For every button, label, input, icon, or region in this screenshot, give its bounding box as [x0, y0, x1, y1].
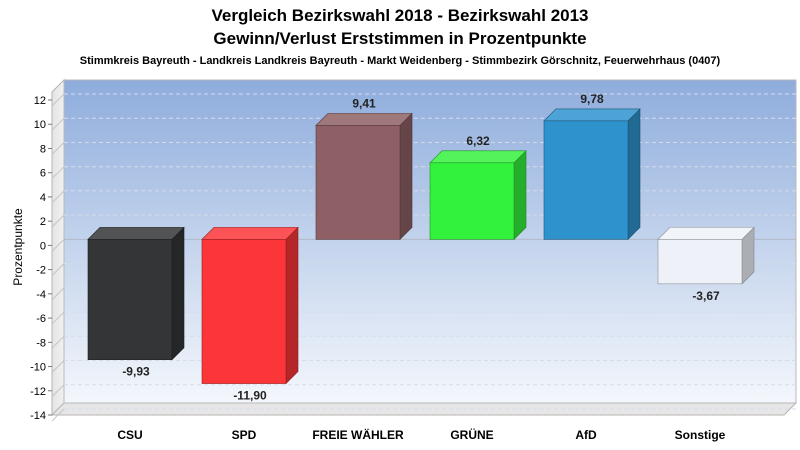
y-tick-label: 8: [40, 143, 46, 155]
grid-line: [51, 408, 65, 422]
bar-front: [543, 120, 629, 240]
bar-side: [285, 226, 299, 385]
bar-top: [657, 227, 755, 240]
y-tick-label: -6: [36, 313, 46, 325]
bar-spd: [201, 226, 299, 385]
y-tick-label: 10: [34, 119, 46, 131]
grid-line: [51, 93, 65, 107]
y-tick-label: 2: [40, 216, 46, 228]
chart-title-line2: Gewinn/Verlust Erststimmen in Prozentpun…: [213, 29, 586, 48]
grid-line: [51, 190, 65, 204]
y-tick-label: -12: [30, 386, 46, 398]
y-tick-label: -8: [36, 337, 46, 349]
y-tick-label: -10: [30, 362, 46, 374]
bar-top: [87, 227, 185, 240]
bar-afd: [543, 108, 641, 241]
bar-side: [513, 150, 527, 241]
data-label: 6,32: [466, 134, 490, 148]
bar-side: [627, 108, 641, 241]
bar-front: [201, 239, 287, 384]
grid-line: [51, 384, 65, 398]
bar-top: [201, 227, 299, 240]
x-tick-label: FREIE WÄHLER: [312, 427, 404, 442]
bar-front: [429, 162, 515, 240]
chart-title-line1: Vergleich Bezirkswahl 2018 - Bezirkswahl…: [211, 6, 588, 25]
data-label: -9,93: [122, 365, 150, 379]
bar-front: [657, 239, 743, 285]
data-label: 9,41: [352, 96, 376, 110]
x-tick-label: AfD: [575, 428, 597, 442]
x-tick-label: SPD: [232, 428, 257, 442]
bar-sonstige: [657, 226, 755, 285]
grid-line: [51, 117, 65, 131]
data-label: -3,67: [692, 289, 720, 303]
x-tick-label: GRÜNE: [450, 427, 493, 442]
bar-grüne: [429, 150, 527, 241]
bar-top: [543, 108, 641, 122]
grid-line: [51, 239, 65, 252]
chart-subtitle: Stimmkreis Bayreuth - Landkreis Landkrei…: [80, 55, 721, 67]
data-label: 9,78: [580, 92, 604, 106]
bar-top: [429, 150, 527, 164]
bar-csu: [87, 226, 185, 361]
y-tick-label: 6: [40, 168, 46, 180]
y-tick-label: 12: [34, 95, 46, 107]
bar-freie-wähler: [315, 112, 413, 241]
y-axis-label: Prozentpunkte: [11, 208, 25, 286]
y-tick-label: -4: [36, 289, 46, 301]
chart-left-wall: [51, 78, 65, 417]
y-tick-label: 4: [40, 192, 46, 204]
grid-line: [51, 311, 65, 325]
grid-line: [51, 142, 65, 155]
bar-side: [399, 112, 413, 241]
y-tick-label: 0: [40, 240, 46, 252]
grid-line: [51, 335, 65, 349]
bar-side: [171, 226, 185, 361]
x-tick-label: Sonstige: [675, 428, 726, 442]
grid-line: [51, 287, 65, 301]
grid-line: [51, 214, 65, 228]
grid-line: [51, 263, 65, 276]
bar-front: [87, 239, 173, 360]
x-tick-label: CSU: [117, 428, 142, 442]
bar-top: [315, 113, 413, 126]
grid-line: [51, 360, 65, 373]
data-label: -11,90: [233, 389, 267, 403]
grid-line: [51, 166, 65, 180]
bar-front: [315, 125, 401, 240]
y-tick-label: -2: [36, 265, 46, 277]
y-tick-label: -14: [30, 410, 46, 422]
